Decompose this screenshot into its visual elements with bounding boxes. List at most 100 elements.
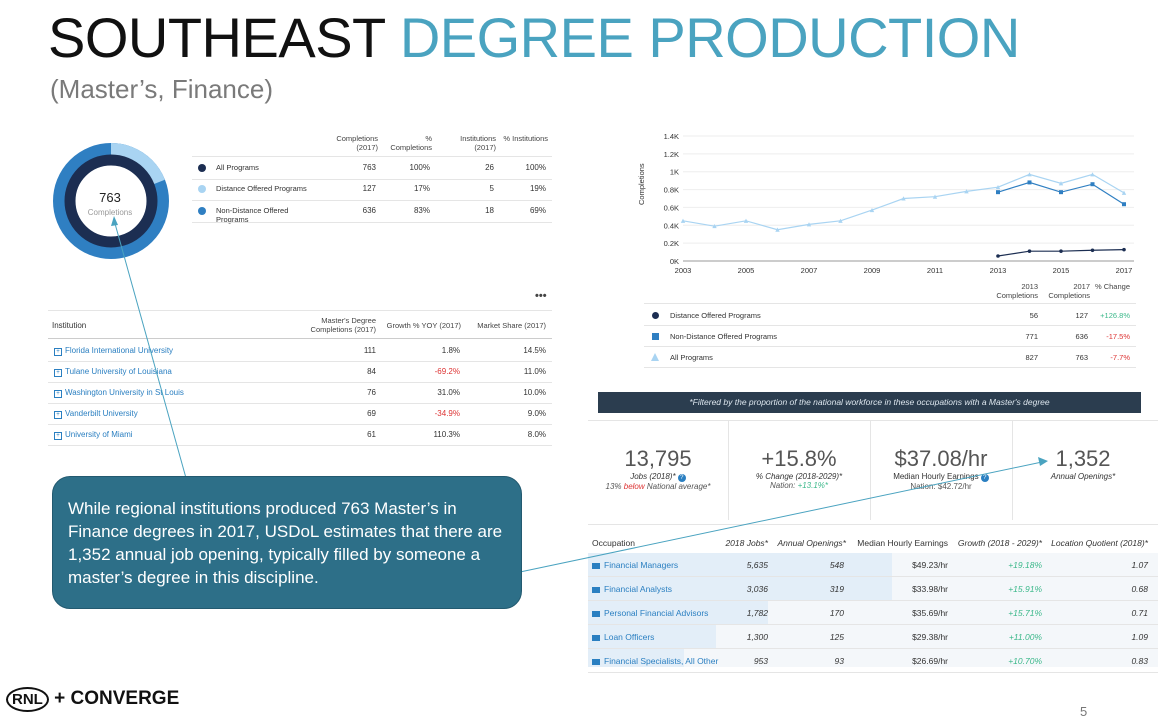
stat-earnings-value: $37.08/hr [894,446,988,471]
y-tick-label: 1.4K [664,132,679,141]
trend-2017: 763 [1075,353,1088,362]
occupation-icon [592,586,600,593]
occupation-openings: 548 [829,560,844,570]
expand-icon[interactable]: + [54,432,62,440]
occupation-name: Financial Analysts [604,584,673,594]
legend-dot-icon [198,185,206,193]
callout-text: While regional institutions produced 763… [68,499,503,587]
institution-name: University of Miami [65,430,133,439]
summary-institutions: 5 [489,184,494,193]
more-options-icon[interactable]: ••• [535,290,547,302]
institution-link[interactable]: + Washington University in St Louis [54,388,184,398]
stat-openings: 1,352 Annual Openings* [1014,446,1152,481]
legend-square-icon [652,333,659,340]
summary-completions: 763 [362,163,376,172]
occupation-growth: +15.71% [1008,608,1042,618]
stat-openings-label: Annual Openings* [1050,472,1116,481]
title-part-1: SOUTHEAST [48,6,385,69]
page-number: 5 [1080,704,1088,719]
donut-label: Completions [87,208,133,217]
occupation-lq: 0.68 [1131,584,1148,594]
occupation-earnings: $33.98/hr [912,584,948,594]
stat-earnings-sub: Nation: $42.72/hr [910,482,972,491]
x-tick-label: 2017 [1116,266,1133,275]
stat-change-value: +15.8% [761,446,837,471]
col-header-masters-completions: Master's Degree Completions (2017) [310,316,376,334]
point-marker [1121,190,1127,195]
expand-icon[interactable]: + [54,348,62,356]
occupation-growth: +11.00% [1008,632,1042,642]
stat-earnings: $37.08/hr Median Hourly Earnings ? Natio… [872,446,1010,491]
stat-jobs-sub-post: National average* [646,482,711,491]
y-tick-label: 1.2K [664,150,679,159]
callout-box [52,476,522,609]
occupation-name: Personal Financial Advisors [604,608,709,618]
help-icon[interactable]: ? [677,474,686,482]
institution-link[interactable]: + Tulane University of Louisiana [54,367,172,377]
occupation-link[interactable]: Financial Analysts [592,584,672,594]
col-header-jobs: 2018 Jobs* [725,538,768,548]
expand-icon[interactable]: + [54,411,62,419]
col-header-institutions: Institutions (2017) [460,134,496,152]
summary-institutions: 18 [485,206,494,215]
expand-icon[interactable]: + [54,369,62,377]
trend-row-label: All Programs [670,353,713,362]
institution-name: Tulane University of Louisiana [65,367,172,376]
y-tick-label: 1K [670,168,679,177]
col-header-pct-change: % Change [1094,282,1130,291]
stat-earnings-label: Median Hourly Earnings [893,472,979,481]
col-header-institution: Institution [52,321,87,330]
occupation-lq: 1.07 [1131,560,1148,570]
col-header-lq: Location Quotient (2018)* [1051,538,1148,548]
y-axis-label: Completions [637,163,646,205]
institution-market-share: 8.0% [527,430,546,439]
legend-dot-icon [198,164,206,172]
occupation-link[interactable]: Financial Managers [592,560,678,570]
stat-jobs-sub-pct: 13% [605,482,622,491]
x-tick-label: 2013 [990,266,1007,275]
donut-value: 763 [99,190,121,205]
point-marker [838,218,843,223]
occupation-jobs: 5,635 [746,560,768,570]
point-marker [1090,248,1095,253]
x-tick-label: 2007 [801,266,818,275]
col-header-openings: Annual Openings* [777,538,846,548]
institution-completions: 61 [367,430,376,439]
occupation-name: Financial Managers [604,560,679,570]
trend-change: +126.8% [1100,311,1130,320]
occupation-link[interactable]: Financial Specialists, All Other [592,656,718,666]
point-marker [995,184,1001,190]
occupation-growth: +15.91% [1008,584,1042,594]
occupation-openings: 93 [834,656,844,666]
occupation-earnings: $29.38/hr [912,632,948,642]
col-header-growth: Growth (2018 - 2029)* [957,538,1042,548]
occupation-lq: 0.71 [1131,608,1148,618]
institution-market-share: 9.0% [527,409,546,418]
col-header-2013: 2013 Completions [996,282,1038,300]
point-marker [1027,172,1032,177]
institution-link[interactable]: + University of Miami [54,430,133,440]
institution-link[interactable]: + Florida International University [54,346,173,356]
point-marker [996,254,1000,258]
page-title: SOUTHEAST DEGREE PRODUCTION [48,2,1020,74]
occupation-link[interactable]: Personal Financial Advisors [592,608,708,618]
summary-completions: 127 [362,184,376,193]
stat-change-sub-value: +13.1%* [797,481,829,490]
expand-icon[interactable]: + [54,390,62,398]
institution-link[interactable]: + Vanderbilt University [54,409,138,419]
occupation-lq: 1.09 [1131,632,1148,642]
point-marker [712,223,717,229]
col-header-market-share: Market Share (2017) [477,321,546,330]
occupation-name: Loan Officers [604,632,655,642]
occupation-link[interactable]: Loan Officers [592,632,654,642]
col-header-occupation: Occupation [592,538,635,548]
summary-pct-completions: 100% [409,163,430,172]
logo-converge: CONVERGE [70,688,180,709]
point-marker [1027,249,1032,253]
summary-pct-institutions: 19% [529,184,546,193]
y-tick-label: 0.2K [664,239,679,248]
institution-completions: 76 [367,388,376,397]
help-icon[interactable]: ? [980,474,989,482]
col-header-growth: Growth % YOY (2017) [386,321,461,330]
y-tick-label: 0.4K [664,221,679,230]
